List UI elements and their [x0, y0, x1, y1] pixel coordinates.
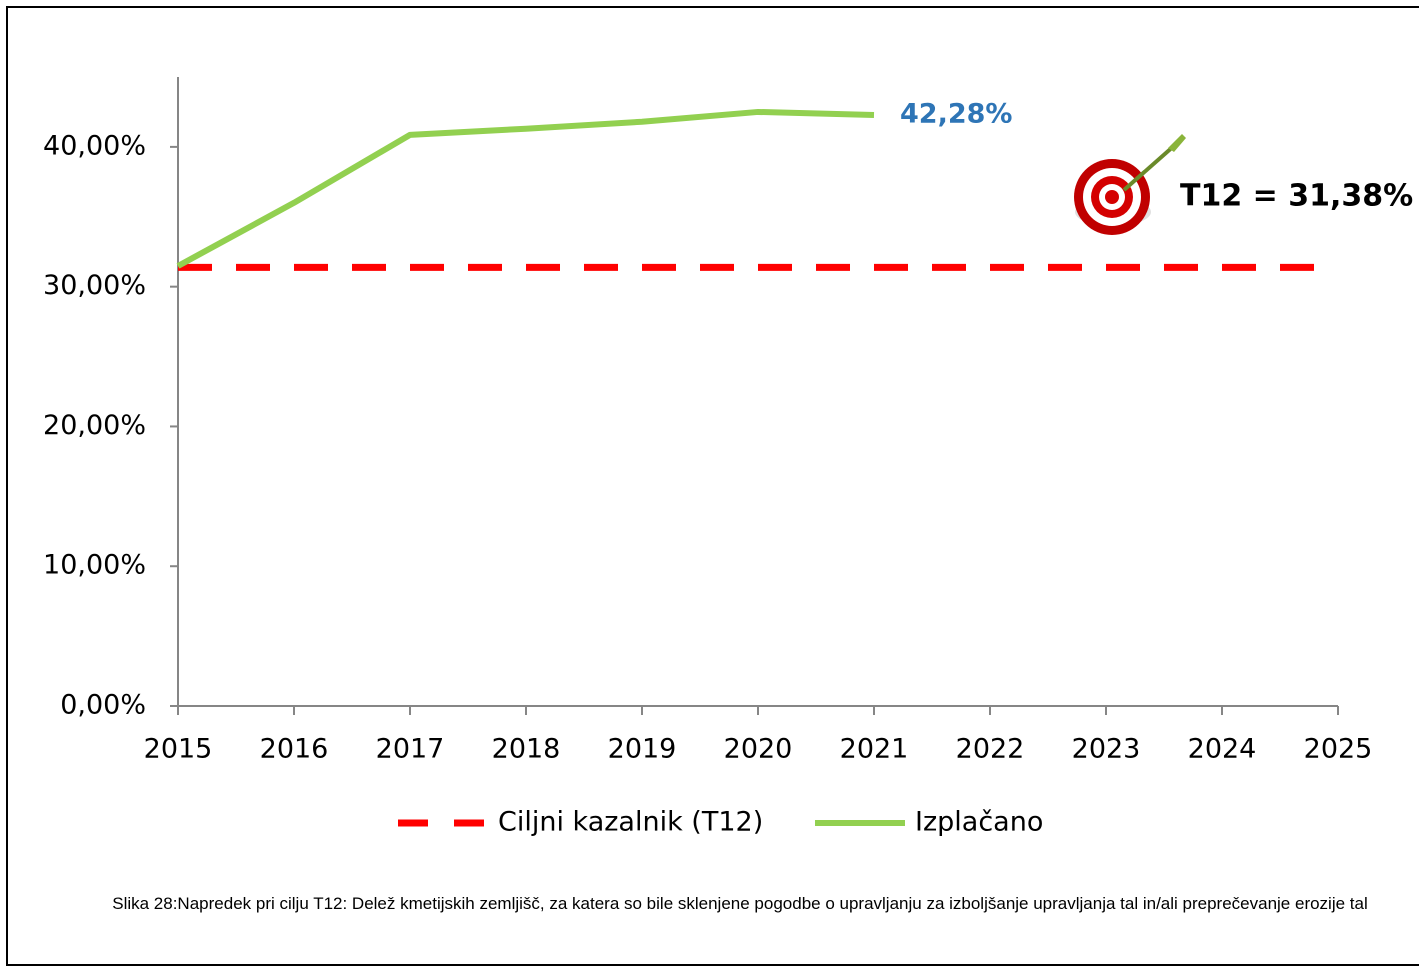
x-tick-label: 2022 [956, 734, 1025, 765]
annotation: T12 = 31,38% [1180, 179, 1413, 214]
x-tick-label: 2024 [1188, 734, 1257, 765]
legend-label: Ciljni kazalnik (T12) [498, 807, 763, 838]
caption: Slika 28:Napredek pri cilju T12: Delež k… [80, 893, 1400, 915]
chart: T12 = 31,38% 0,00% 10,00% 20,00% 30,00% 40,0… [0, 0, 1419, 954]
x-tick-label: 2019 [608, 734, 677, 765]
x-tick-label: 2021 [840, 734, 909, 765]
x-tick-label: 2020 [724, 734, 793, 765]
page: T12 = 31,38% 0,00% 10,00% 20,00% 30,00% 40,0… [0, 0, 1419, 954]
x-tick-label: 2025 [1304, 734, 1373, 765]
x-tick-label: 2018 [492, 734, 561, 765]
y-tick-label: 10,00% [43, 550, 146, 581]
y-tick-label: 0,00% [60, 690, 146, 721]
y-tick-label: 40,00% [43, 130, 146, 161]
series-line [178, 112, 874, 266]
x-tick-label: 2017 [376, 734, 445, 765]
y-tick-label: 30,00% [43, 270, 146, 301]
x-tick-label: 2016 [260, 734, 329, 765]
y-tick-label: 20,00% [43, 410, 146, 441]
x-tick-label: 2015 [144, 734, 213, 765]
legend-label: Izplačano [915, 807, 1043, 838]
target-icon [1074, 134, 1186, 235]
x-tick-label: 2023 [1072, 734, 1141, 765]
value-label: 42,28% [900, 99, 1012, 130]
